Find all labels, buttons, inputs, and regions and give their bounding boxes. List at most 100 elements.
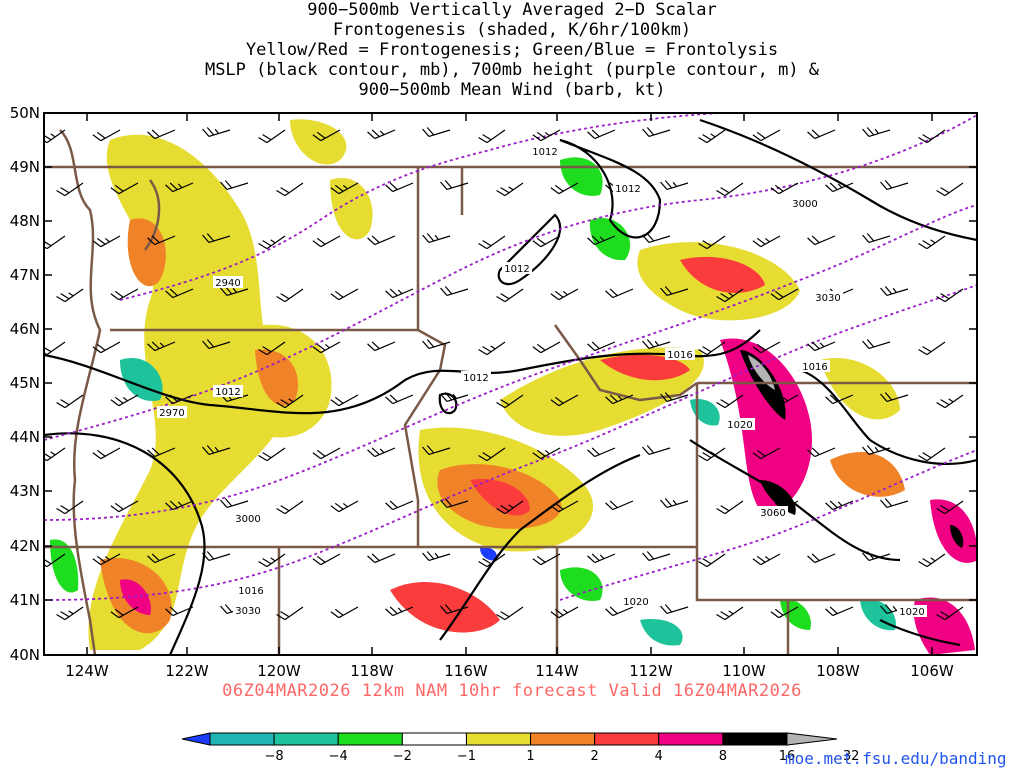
wind-barb xyxy=(220,180,249,191)
colorbar-tick: 2 xyxy=(591,749,599,764)
wind-barb xyxy=(147,447,176,458)
wind-barb xyxy=(478,235,506,250)
lat-label: 44N xyxy=(10,428,40,446)
height-label: 3000 xyxy=(235,514,260,525)
mslp-label: 1016 xyxy=(667,350,692,361)
wind-barb xyxy=(220,286,249,297)
wind-barb xyxy=(258,447,286,462)
wind-barb xyxy=(807,553,836,564)
height-label: 3030 xyxy=(235,606,260,617)
wind-barb xyxy=(44,235,66,250)
wind-barb xyxy=(147,235,176,246)
wind-barb xyxy=(56,394,84,409)
mslp-label: 1020 xyxy=(727,420,752,431)
wind-barb xyxy=(862,551,891,562)
valid-time: 06Z04MAR2026 12km NAM 10hr forecast Vali… xyxy=(222,681,802,701)
wind-barb xyxy=(918,235,946,250)
wind-barb xyxy=(532,341,561,354)
wind-barb xyxy=(422,445,451,456)
wind-barb xyxy=(258,129,286,144)
latitude-axis: 50N 49N 48N 47N 46N 45N 44N 43N 42N 41N 40N xyxy=(10,104,40,664)
wind-barb xyxy=(918,447,946,462)
colorbar-segment xyxy=(401,732,467,746)
wind-barb xyxy=(716,288,744,303)
lat-label: 48N xyxy=(10,212,40,230)
height-contours xyxy=(44,113,977,601)
wind-barb xyxy=(44,129,66,144)
mslp-label: 1012 xyxy=(215,387,240,398)
wind-barb xyxy=(825,394,854,405)
height-label: 3000 xyxy=(792,199,817,210)
wind-barb xyxy=(147,341,176,352)
wind-barb xyxy=(936,182,964,197)
wind-barb xyxy=(752,553,781,566)
wind-barb xyxy=(605,606,634,617)
wind-barb xyxy=(312,235,341,248)
wind-barb xyxy=(660,180,689,191)
wind-barb xyxy=(440,392,469,403)
colorbar-segment xyxy=(530,732,596,746)
site-credit: moe.met.fsu.edu/banding xyxy=(785,749,1007,768)
wind-barb xyxy=(110,500,139,513)
mslp-label: 1012 xyxy=(615,184,640,195)
wind-barb xyxy=(147,553,176,564)
wind-barb xyxy=(605,394,634,405)
wind-barb xyxy=(312,341,341,354)
wind-barb xyxy=(825,606,854,617)
wind-barb xyxy=(440,498,469,509)
wind-barb xyxy=(385,394,414,405)
wind-barb xyxy=(385,288,414,299)
mslp-label: 1016 xyxy=(802,362,827,373)
colorbar-tick: −1 xyxy=(457,749,476,764)
wind-barb xyxy=(202,445,231,456)
colorbar-segment xyxy=(658,732,724,746)
wind-barb xyxy=(478,553,506,568)
wind-barb xyxy=(202,127,231,138)
wind-barb xyxy=(44,447,66,462)
wind-barb xyxy=(698,553,726,568)
wind-barb xyxy=(312,447,341,460)
wind-barb xyxy=(422,233,451,244)
wind-barb xyxy=(752,129,781,142)
lat-label: 49N xyxy=(10,158,40,176)
colorbar-low-arrow xyxy=(181,732,211,746)
wind-barb xyxy=(660,498,689,509)
wind-barb xyxy=(807,129,836,140)
colorbar-tick: 8 xyxy=(719,749,727,764)
lat-label: 40N xyxy=(10,646,40,664)
lon-label: 118W xyxy=(350,662,394,680)
wind-barb xyxy=(532,235,561,248)
wind-barb xyxy=(496,182,524,197)
colorbar-tick: 16 xyxy=(779,749,796,764)
wind-barb xyxy=(92,341,121,354)
wind-barb xyxy=(147,129,176,140)
wind-barb xyxy=(587,341,616,352)
colorbar-segment xyxy=(209,732,275,746)
wind-barb xyxy=(716,606,744,621)
wind-barb xyxy=(642,339,671,350)
state-borders xyxy=(44,129,977,655)
wind-barb xyxy=(642,551,671,562)
wind-barb xyxy=(587,235,616,246)
colorbar-segment xyxy=(273,732,339,746)
wind-barb xyxy=(202,339,231,350)
wind-barb xyxy=(258,553,286,568)
wind-barb xyxy=(752,235,781,248)
wind-barb xyxy=(532,553,561,566)
wind-barb xyxy=(92,235,121,248)
wind-barb xyxy=(825,500,854,511)
lon-label: 108W xyxy=(816,662,860,680)
wind-barb xyxy=(605,288,634,299)
wind-barb xyxy=(330,182,359,195)
lon-label: 112W xyxy=(629,662,673,680)
wind-barb xyxy=(698,129,726,144)
mslp-label: 1020 xyxy=(899,607,924,618)
wind-barb xyxy=(550,394,579,407)
colorbar-tick: −4 xyxy=(329,749,348,764)
wind-barb xyxy=(698,235,726,250)
wind-barb xyxy=(110,288,139,301)
colorbar-segment xyxy=(594,732,660,746)
wind-barb xyxy=(165,500,194,511)
wind-barb xyxy=(770,394,799,407)
